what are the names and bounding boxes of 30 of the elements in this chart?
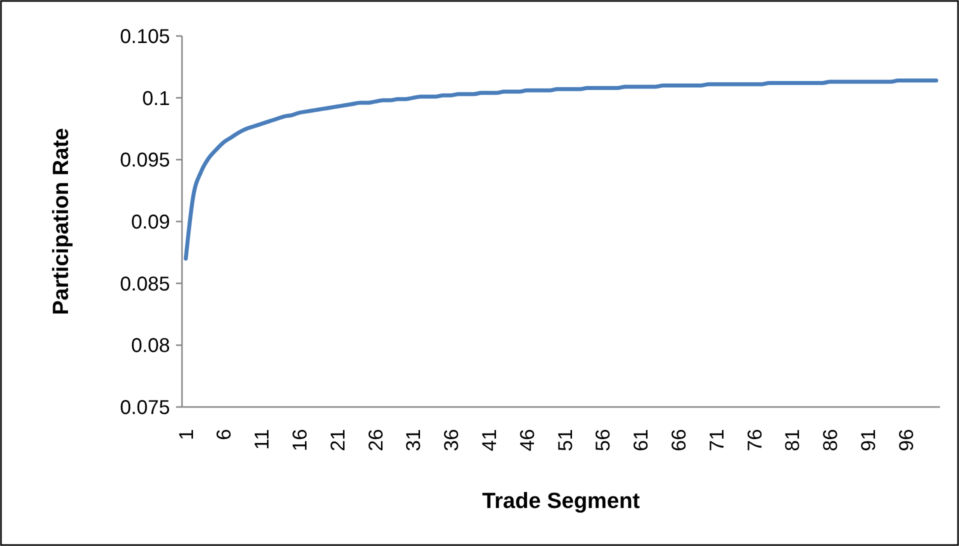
x-tick-label: 1 xyxy=(176,429,198,440)
y-tick-label: 0.075 xyxy=(120,397,170,419)
y-tick-label: 0.095 xyxy=(120,150,170,172)
y-tick-label: 0.1 xyxy=(142,88,170,110)
x-tick-label: 66 xyxy=(668,429,690,452)
y-tick-label: 0.09 xyxy=(131,212,170,234)
x-tick-label: 46 xyxy=(516,429,539,452)
x-tick-label: 21 xyxy=(327,429,350,452)
x-tick-label: 86 xyxy=(820,429,842,452)
y-tick-label: 0.105 xyxy=(120,26,170,48)
x-tick-label: 76 xyxy=(744,429,766,452)
x-tick-label: 81 xyxy=(782,429,804,452)
x-tick-label: 26 xyxy=(365,429,388,452)
x-tick-label: 61 xyxy=(630,429,653,452)
x-tick-label: 71 xyxy=(706,429,728,452)
line-series xyxy=(184,78,938,261)
x-tick-label: 91 xyxy=(858,429,880,452)
x-tick-label: 41 xyxy=(478,429,501,452)
x-tick-label: 96 xyxy=(896,429,918,452)
x-tick-label: 31 xyxy=(403,429,426,452)
x-tick-label: 16 xyxy=(289,429,312,452)
x-tick-label: 36 xyxy=(441,429,464,452)
y-tick-label: 0.08 xyxy=(131,335,170,358)
x-tick-label: 6 xyxy=(214,429,236,440)
y-axis-title: Participation Rate xyxy=(48,128,73,316)
x-tick-label: 51 xyxy=(554,429,577,452)
x-axis-title: Trade Segment xyxy=(482,488,641,513)
y-tick-label: 0.085 xyxy=(120,273,170,296)
x-tick-label: 56 xyxy=(592,429,615,452)
x-tick-label: 11 xyxy=(252,429,274,450)
